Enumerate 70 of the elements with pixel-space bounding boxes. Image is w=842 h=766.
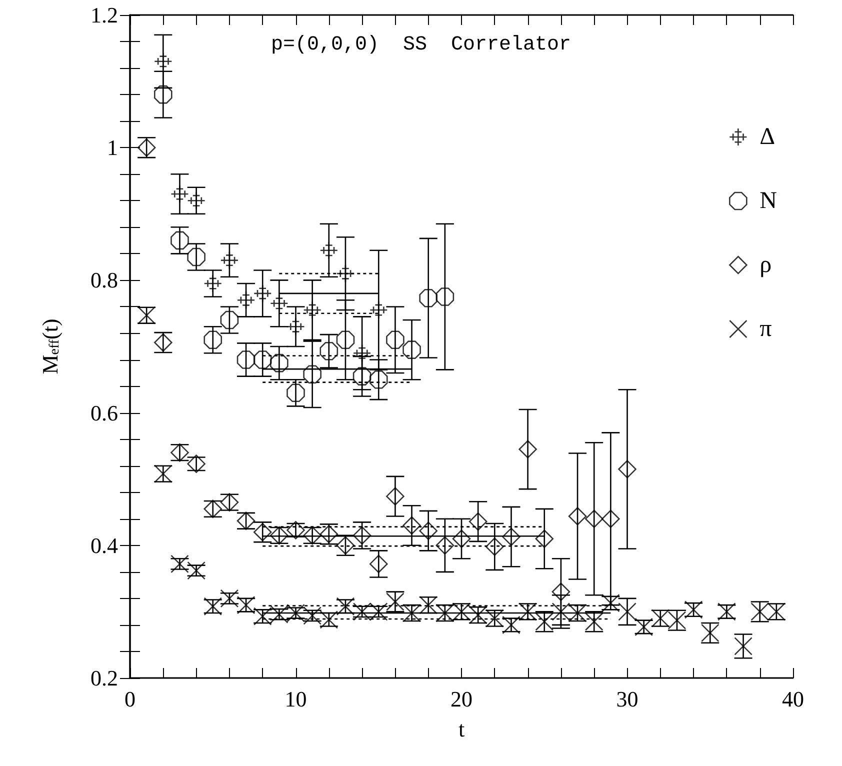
- point: [336, 330, 355, 350]
- point: [170, 554, 189, 574]
- point: [220, 251, 239, 270]
- point: [187, 191, 206, 210]
- point: [369, 554, 388, 574]
- point: [618, 460, 636, 478]
- point: [187, 248, 206, 266]
- y-axis-title: Meff(t): [38, 318, 62, 374]
- x-tick-label: 40: [782, 686, 804, 712]
- point: [419, 288, 438, 308]
- point: [468, 512, 488, 531]
- point: [286, 384, 305, 402]
- y-tick-label: 1: [107, 135, 118, 160]
- point: [170, 184, 189, 204]
- point: [402, 340, 421, 359]
- point: [369, 370, 388, 389]
- point: [320, 342, 338, 360]
- point: [535, 530, 554, 548]
- point: [552, 602, 570, 621]
- point: [270, 354, 288, 372]
- point: [486, 538, 504, 556]
- y-tick-label: 0.2: [90, 666, 118, 690]
- y-tick-label: 1.2: [90, 2, 118, 28]
- point: [336, 264, 355, 283]
- point: [154, 85, 172, 104]
- point: [220, 310, 239, 330]
- text: p=(0,0,0) SS Correlator: [270, 34, 572, 56]
- point: [170, 231, 189, 250]
- legend-label: Δ: [760, 124, 776, 150]
- point: [303, 300, 322, 320]
- point: [419, 522, 438, 540]
- y-tick-label: 0.6: [90, 400, 118, 426]
- point: [386, 487, 404, 506]
- point: [452, 530, 471, 548]
- point: [352, 344, 372, 362]
- y-tick-label: 0.8: [90, 268, 118, 293]
- point: [352, 526, 372, 545]
- point: [187, 561, 206, 580]
- legend-label: N: [760, 188, 778, 214]
- point: [552, 582, 570, 601]
- point: [602, 510, 620, 528]
- point: [734, 637, 752, 656]
- point: [352, 367, 372, 386]
- point: [253, 350, 272, 369]
- point: [204, 330, 222, 350]
- x-axis-title: t: [458, 716, 465, 742]
- point: [303, 365, 322, 384]
- point: [236, 350, 256, 369]
- legend-label: π: [760, 316, 772, 342]
- point: [568, 507, 587, 526]
- point: [518, 440, 537, 458]
- point: [436, 288, 454, 306]
- point: [436, 536, 454, 555]
- point: [220, 589, 239, 608]
- x-tick-label: 20: [450, 686, 472, 712]
- point: [584, 510, 604, 528]
- x-tick-label: 30: [616, 686, 638, 712]
- point: [369, 300, 388, 320]
- point: [502, 528, 520, 546]
- point: [154, 52, 172, 71]
- x-tick-label: 0: [124, 686, 136, 712]
- point: [204, 274, 222, 293]
- point: [253, 284, 272, 303]
- point: [320, 241, 338, 260]
- point: [402, 516, 421, 535]
- y-tick-label: 0.4: [90, 532, 118, 558]
- x-tick-label: 10: [284, 686, 307, 712]
- legend-label: ρ: [760, 252, 772, 278]
- point: [386, 330, 404, 350]
- point: [236, 290, 256, 310]
